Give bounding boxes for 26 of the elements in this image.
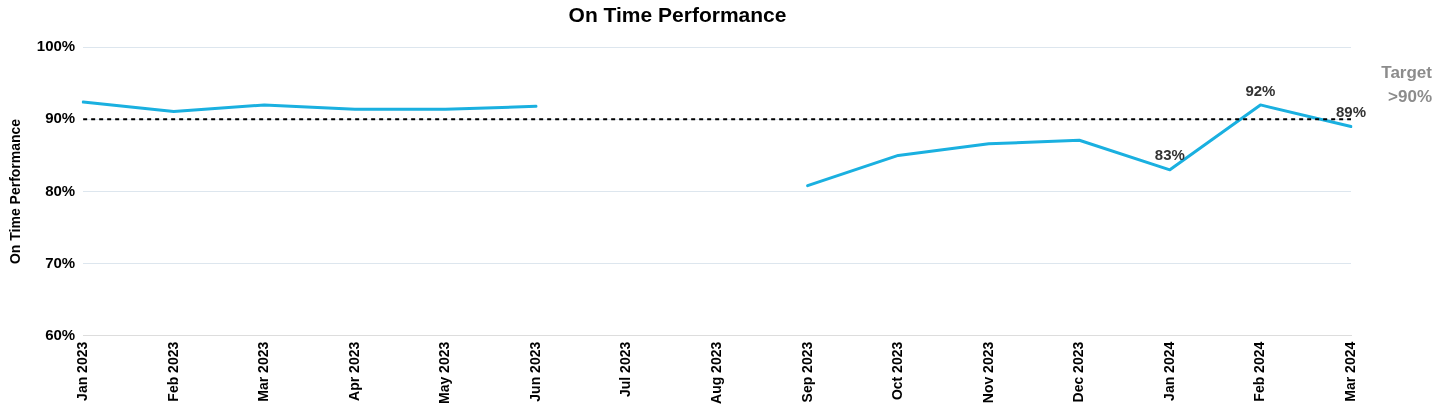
x-tick-label: Jun 2023 [526,341,543,402]
y-tick-label: 90% [45,109,76,127]
data-label: 83% [1154,146,1185,164]
y-tick-label: 60% [45,325,76,343]
x-tick-label: Apr 2023 [345,341,362,401]
x-tick-label: Oct 2023 [889,341,906,401]
x-tick-label: Feb 2024 [1251,341,1268,402]
x-tick-label: Aug 2023 [707,341,724,404]
data-label: 89% [1335,103,1367,121]
chart-title: On Time Performance [568,3,787,27]
data-label: 92% [1245,81,1276,99]
x-tick-label: May 2023 [436,341,453,405]
x-tick-label: Jan 2024 [1160,341,1177,401]
y-tick-label: 100% [36,37,76,55]
y-axis-title: On Time Performance [7,118,24,265]
x-tick-label: Mar 2024 [1341,341,1358,402]
x-tick-label: Dec 2023 [1070,341,1087,403]
x-tick-label: Mar 2023 [255,341,272,402]
x-tick-label: Feb 2023 [164,341,181,402]
x-tick-label: Jul 2023 [617,341,634,397]
x-tick-label: Nov 2023 [979,341,996,404]
y-tick-label: 70% [45,253,76,271]
x-tick-label: Jan 2023 [74,341,91,401]
ref-line-label: Target >90% [1381,62,1433,106]
x-tick-label: Sep 2023 [798,341,815,403]
y-tick-label: 80% [45,181,76,199]
